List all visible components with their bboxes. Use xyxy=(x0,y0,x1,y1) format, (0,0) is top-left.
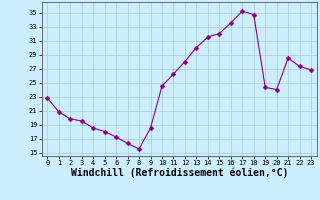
X-axis label: Windchill (Refroidissement éolien,°C): Windchill (Refroidissement éolien,°C) xyxy=(70,168,288,178)
